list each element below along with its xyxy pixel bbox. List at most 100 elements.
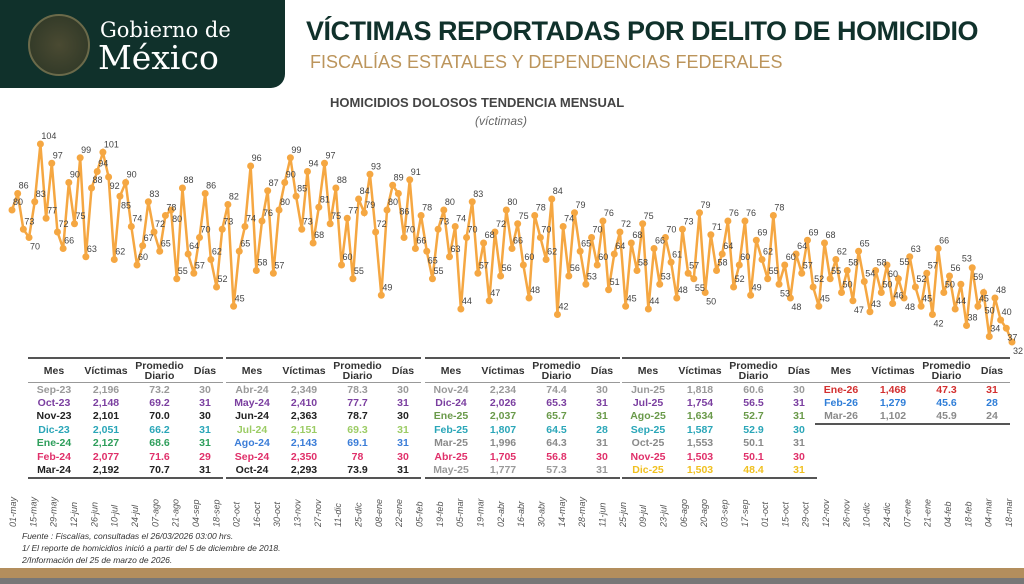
cell-victimas: 2,127 [92,437,120,450]
data-label: 68 [485,230,495,240]
data-label: 55 [354,266,364,276]
data-point [661,234,669,241]
data-point [241,223,249,230]
data-label: 90 [286,170,296,180]
data-point [394,190,402,197]
data-label: 50 [985,306,995,316]
cell-promedio: 48.4 [743,464,764,477]
data-label: 55 [433,266,443,276]
data-label: 78 [536,203,546,213]
data-point [553,311,561,318]
table-row: May-24 2,410 77.7 31 [226,396,421,409]
x-tick-label: 23-jul [658,504,668,528]
cell-promedio: 78.3 [347,383,368,396]
data-point [8,206,16,214]
data-label: 80 [388,197,398,207]
cell-dias: 31 [397,464,409,477]
data-label: 75 [76,211,86,221]
x-tick-label: 11-jun [597,503,607,527]
data-point [934,245,942,252]
table-row: Jun-24 2,363 78.7 30 [226,410,421,423]
cell-mes: Jul-25 [632,397,664,410]
data-label: 99 [291,145,301,155]
header-victimas: Víctimas [871,364,915,377]
data-label: 62 [115,247,125,257]
data-point [19,225,27,233]
cell-mes: Oct-24 [235,464,269,477]
header-mes: Mes [43,364,65,377]
cell-mes: Ene-25 [433,410,469,423]
x-tick-label: 15-oct [780,501,790,527]
data-label: 48 [530,285,540,295]
cell-victimas: 1,807 [489,423,517,436]
line-chart: 8086737083104779772669075996388941019262… [8,131,1023,528]
data-label: 81 [320,194,330,204]
data-label: 60 [598,252,608,262]
cell-victimas: 2,151 [290,423,318,436]
data-label: 32 [1013,346,1023,356]
x-tick-label: 30-oct [272,501,282,527]
cell-dias: 31 [199,437,211,450]
data-point [650,245,658,252]
cell-mes: Dic-24 [435,397,467,410]
x-tick-label: 15-may [28,496,38,527]
data-point [190,269,198,277]
data-point [178,184,186,192]
cell-dias: 31 [986,383,998,396]
data-label: 60 [343,252,353,262]
data-label: 54 [865,269,875,279]
data-label: 52 [814,274,824,284]
x-tick-label: 18-feb [963,501,973,527]
data-label: 56 [570,263,580,273]
data-label: 73 [24,216,34,226]
data-label: 79 [365,200,375,210]
data-label: 65 [161,238,171,248]
data-point [321,159,328,167]
x-tick-label: 20-ago [699,499,709,528]
x-tick-label: 12-nov [821,499,831,527]
x-tick-label: 05-mar [455,497,465,527]
data-label: 72 [155,219,165,229]
data-label: 101 [104,139,119,149]
data-label: 73 [223,216,233,226]
x-tick-label: 04-feb [943,501,953,527]
x-tick-label: 26-jun [89,502,99,528]
table-row: Jun-25 1,818 60.6 30 [622,383,817,396]
cell-promedio: 69.1 [347,437,368,450]
data-label: 64 [615,241,625,251]
x-tick-label: 21-ago [171,499,181,528]
x-tick-label: 18-mar [1004,497,1014,527]
data-point [88,184,96,192]
header-mes: Mes [637,364,659,377]
cell-dias: 30 [199,410,211,423]
data-point [502,206,510,214]
cell-promedio: 60.6 [743,383,764,396]
cell-mes: Nov-25 [630,450,666,463]
cell-mes: Jun-24 [235,410,269,423]
data-point [264,187,272,195]
data-label: 97 [326,150,336,160]
data-point [599,217,607,225]
x-tick-label: 14-may [557,496,567,527]
cell-dias: 31 [793,437,805,450]
data-point [497,272,505,280]
data-point [991,294,999,302]
cell-victimas: 2,410 [290,397,318,410]
data-point [860,278,868,285]
x-tick-label: 26-nov [841,499,851,528]
data-label: 48 [791,302,801,312]
x-tick-label: 19-feb [435,501,445,527]
table-row: Ago-24 2,143 69.1 31 [226,437,421,450]
x-tick-label: 04-sep [191,499,201,527]
data-label: 63 [911,244,921,254]
data-point [463,234,471,241]
data-label: 52 [916,274,926,284]
data-point [110,256,118,263]
data-label: 96 [252,153,262,163]
x-tick-label: 07-ene [902,499,912,527]
data-point [906,253,914,261]
data-point [622,302,630,310]
header-promedio: Promedio Diario [729,359,778,382]
data-point [946,272,953,280]
header-mes: Mes [241,364,263,377]
